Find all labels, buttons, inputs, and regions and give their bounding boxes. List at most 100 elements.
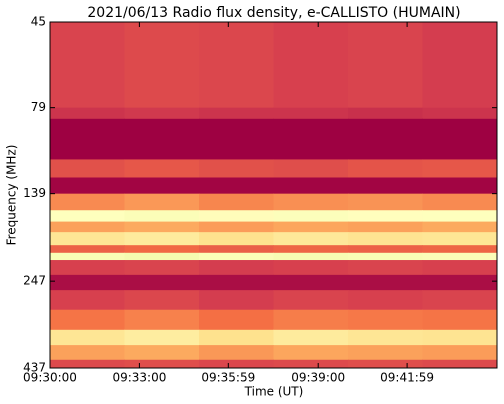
heatmap-cell xyxy=(50,210,125,223)
heatmap-cell xyxy=(50,309,125,331)
heatmap-cell xyxy=(422,309,498,331)
heatmap-cell xyxy=(199,221,274,233)
heatmap-cell xyxy=(273,252,349,261)
heatmap-cell xyxy=(124,221,200,233)
heatmap-cell xyxy=(422,22,498,109)
heatmap-cell xyxy=(124,274,200,291)
heatmap-cell xyxy=(199,193,274,211)
heatmap-cell xyxy=(124,177,200,195)
heatmap-cell xyxy=(124,329,200,346)
heatmap-cell xyxy=(50,245,125,254)
heatmap-cell xyxy=(124,22,200,109)
heatmap-cell xyxy=(422,210,498,223)
heatmap-cell xyxy=(422,290,498,311)
heatmap-cell xyxy=(124,260,200,276)
heatmap-cell xyxy=(273,159,349,178)
heatmap-cell xyxy=(273,221,349,233)
heatmap-cell xyxy=(348,193,423,211)
heatmap-cell xyxy=(199,345,274,361)
heatmap-cell xyxy=(273,290,349,311)
heatmap-cell xyxy=(50,252,125,261)
y-tick-label: 139 xyxy=(23,186,46,200)
x-tick-label: 09:30:00 xyxy=(23,371,77,385)
heatmap-cell xyxy=(348,159,423,178)
heatmap-cell xyxy=(422,221,498,233)
heatmap-cell xyxy=(348,232,423,246)
heatmap-cell xyxy=(422,159,498,178)
heatmap-cell xyxy=(199,290,274,311)
x-tick-label: 09:41:59 xyxy=(380,371,434,385)
heatmap-cell xyxy=(50,290,125,311)
heatmap-cell xyxy=(199,359,274,369)
heatmap-cell xyxy=(273,345,349,361)
heatmap-cell xyxy=(348,221,423,233)
heatmap-cell xyxy=(422,359,498,369)
heatmap-cell xyxy=(50,329,125,346)
heatmap-cell xyxy=(348,359,423,369)
heatmap-cell xyxy=(124,290,200,311)
heatmap-cell xyxy=(422,107,498,120)
x-axis-label: Time (UT) xyxy=(244,385,304,399)
plot-frame xyxy=(49,21,498,369)
heatmap-cell xyxy=(273,193,349,211)
heatmap-cell xyxy=(50,274,125,291)
heatmap-cell xyxy=(348,274,423,291)
heatmap-cell xyxy=(348,345,423,361)
heatmap-cell xyxy=(199,329,274,346)
y-tick-label: 45 xyxy=(31,15,46,29)
heatmap-cell xyxy=(124,245,200,254)
heatmap-cell xyxy=(422,260,498,276)
heatmap-cell xyxy=(124,118,200,160)
y-tick-label: 79 xyxy=(31,100,46,114)
heatmap-cell xyxy=(199,252,274,261)
heatmap-cell xyxy=(124,193,200,211)
heatmap-cell xyxy=(273,274,349,291)
heatmap-cell xyxy=(348,118,423,160)
heatmap-cell xyxy=(273,210,349,223)
heatmap-cell xyxy=(422,118,498,160)
x-tick-label: 09:35:59 xyxy=(201,371,255,385)
heatmap-cell xyxy=(50,159,125,178)
heatmap-cell xyxy=(422,345,498,361)
heatmap-cell xyxy=(273,177,349,195)
heatmap-cell xyxy=(50,193,125,211)
y-tick-label: 437 xyxy=(23,361,46,375)
x-tick-label: 09:33:00 xyxy=(112,371,166,385)
heatmap-cell xyxy=(199,118,274,160)
plot-area xyxy=(50,22,498,369)
heatmap-cell xyxy=(50,260,125,276)
heatmap-cell xyxy=(273,359,349,369)
heatmap-cell xyxy=(348,252,423,261)
y-axis-label: Frequency (MHz) xyxy=(5,145,19,246)
heatmap-cell xyxy=(199,245,274,254)
heatmap-cell xyxy=(348,107,423,120)
heatmap-cell xyxy=(199,177,274,195)
heatmap-cell xyxy=(124,107,200,120)
heatmap-cell xyxy=(273,118,349,160)
heatmap-cell xyxy=(124,159,200,178)
heatmap-cell xyxy=(50,359,125,369)
heatmap-cell xyxy=(124,359,200,369)
heatmap-cell xyxy=(273,260,349,276)
heatmap-cell xyxy=(422,245,498,254)
heatmap-cell xyxy=(348,260,423,276)
heatmap-cell xyxy=(273,107,349,120)
heatmap-cell xyxy=(50,221,125,233)
heatmap-cell xyxy=(124,309,200,331)
heatmap-cell xyxy=(273,22,349,109)
heatmap-cell xyxy=(273,245,349,254)
heatmap-cell xyxy=(422,177,498,195)
heatmap-cell xyxy=(199,210,274,223)
heatmap-cell xyxy=(199,22,274,109)
heatmap-cell xyxy=(199,309,274,331)
heatmap-cell xyxy=(50,22,125,109)
heatmap-cell xyxy=(348,290,423,311)
heatmap-cell xyxy=(422,232,498,246)
heatmap-cell xyxy=(273,309,349,331)
heatmap-cell xyxy=(199,232,274,246)
heatmap-cell xyxy=(199,107,274,120)
heatmap-cell xyxy=(124,232,200,246)
heatmap-cell xyxy=(124,210,200,223)
heatmap-cell xyxy=(348,245,423,254)
